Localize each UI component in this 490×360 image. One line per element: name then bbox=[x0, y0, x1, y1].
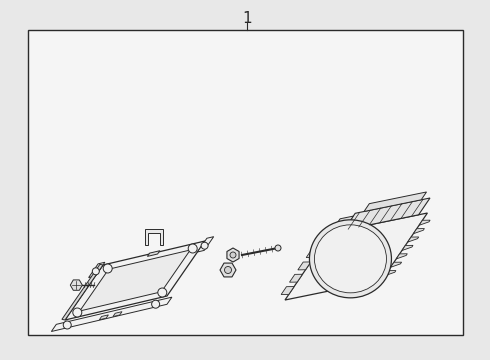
Polygon shape bbox=[281, 287, 294, 294]
Polygon shape bbox=[364, 192, 426, 212]
Polygon shape bbox=[419, 220, 430, 225]
Circle shape bbox=[92, 268, 99, 275]
Circle shape bbox=[201, 242, 208, 249]
Polygon shape bbox=[70, 280, 82, 290]
Circle shape bbox=[275, 245, 281, 251]
Circle shape bbox=[188, 244, 197, 253]
Polygon shape bbox=[385, 271, 396, 276]
Polygon shape bbox=[65, 241, 205, 320]
Polygon shape bbox=[51, 297, 172, 332]
Bar bbox=[28, 30, 463, 335]
Circle shape bbox=[73, 308, 82, 317]
Polygon shape bbox=[285, 213, 427, 300]
Ellipse shape bbox=[315, 225, 387, 293]
Polygon shape bbox=[333, 216, 353, 230]
Polygon shape bbox=[62, 264, 103, 320]
Polygon shape bbox=[197, 237, 214, 252]
Polygon shape bbox=[396, 254, 407, 259]
Circle shape bbox=[103, 264, 112, 273]
Polygon shape bbox=[290, 274, 302, 282]
Polygon shape bbox=[80, 250, 190, 311]
Polygon shape bbox=[391, 262, 402, 267]
Circle shape bbox=[158, 288, 167, 297]
Polygon shape bbox=[227, 248, 239, 262]
Polygon shape bbox=[220, 263, 236, 277]
Circle shape bbox=[230, 252, 236, 258]
Polygon shape bbox=[408, 237, 419, 242]
Polygon shape bbox=[306, 249, 319, 257]
Circle shape bbox=[224, 266, 231, 274]
Polygon shape bbox=[99, 315, 108, 320]
Circle shape bbox=[151, 300, 160, 308]
Polygon shape bbox=[414, 229, 424, 234]
Polygon shape bbox=[147, 251, 160, 256]
Polygon shape bbox=[113, 312, 122, 316]
Polygon shape bbox=[298, 262, 311, 270]
Text: 1: 1 bbox=[242, 10, 252, 26]
Polygon shape bbox=[344, 198, 430, 230]
Ellipse shape bbox=[310, 220, 392, 298]
Polygon shape bbox=[89, 262, 105, 278]
Polygon shape bbox=[145, 229, 163, 245]
Polygon shape bbox=[402, 246, 413, 251]
Circle shape bbox=[63, 321, 71, 329]
